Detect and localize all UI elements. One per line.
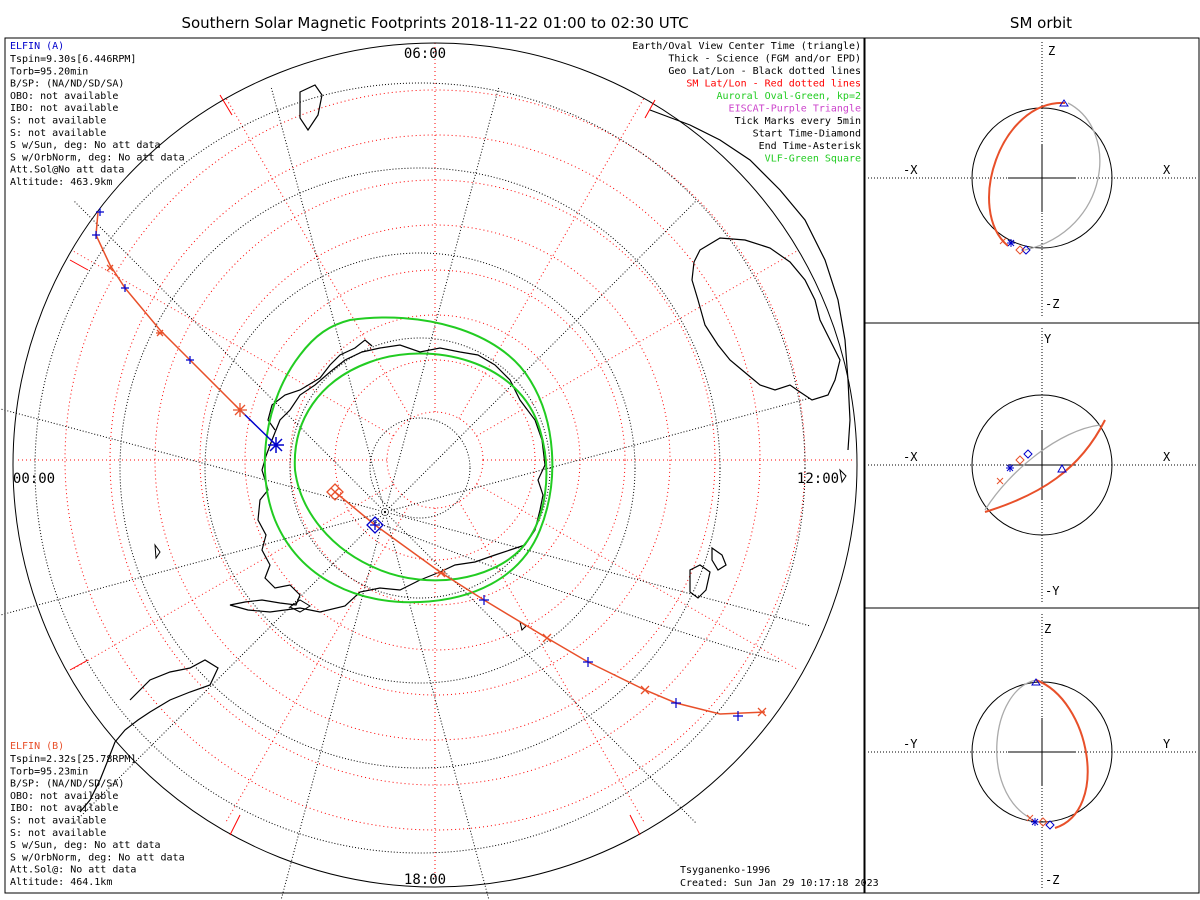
geo-lat-lon-grid (34, 82, 806, 854)
antarctica-coast (229, 344, 546, 613)
elfin-a-info-line: Altitude: 463.9km (10, 177, 112, 188)
panel2-top: Y (1044, 332, 1052, 346)
legend-item: Earth/Oval View Center Time (triangle) (632, 41, 861, 52)
legend-item: Tick Marks every 5min (735, 116, 861, 127)
elfin-a-ticks (92, 208, 743, 721)
elfin-b-info-line: Torb=95.23min (10, 766, 88, 777)
legend: Earth/Oval View Center Time (triangle) Th… (632, 41, 861, 165)
madagascar-coast (299, 84, 323, 132)
elfin-b-info-line: S: not available (10, 816, 106, 827)
hour-label-12: 12:00 (797, 471, 839, 487)
elfin-b-info-line: Tspin=2.32s[25.78RPM] (10, 754, 136, 765)
map-frame (4, 37, 865, 894)
elfin-a-end-asterisk (268, 437, 284, 453)
map-boundary (12, 42, 858, 888)
elfin-b-info-line: B/SP: (NA/ND/SD/SA) (10, 779, 124, 790)
elfin-b-info-line: S w/Sun, deg: No att data (10, 840, 161, 851)
panel1-left: -X (903, 163, 918, 177)
elfin-b-ticks (106, 264, 767, 717)
small-islands (154, 468, 847, 631)
elfin-a-lines: Tspin=9.30s[6.446RPM]Torb=95.20min B/SP: … (10, 54, 185, 188)
elfin-b-lines: Tspin=2.32s[25.78RPM]Torb=95.23min B/SP: … (10, 754, 185, 888)
model-label: Tsyganenko-1996 (680, 865, 770, 876)
legend-item: End Time-Asterisk (759, 141, 861, 152)
orbit-panels: Z -Z -X X Y -Y -X X (868, 42, 1198, 890)
panel3-bottom: -Z (1045, 873, 1059, 887)
elfin-b-info-line: Altitude: 464.1km (10, 877, 112, 888)
orbit-panel-xz: Z -Z -X X (868, 42, 1198, 318)
elfin-a-start-diamond (366, 516, 384, 534)
orbit-panel-yz: Z -Z -Y Y (868, 614, 1198, 890)
new-zealand-coast (689, 546, 727, 599)
elfin-a-info-line: S: not available (10, 128, 106, 139)
legend-item: SM Lat/Lon - Red dotted lines (686, 79, 861, 90)
legend-item: Auroral Oval-Green, kp=2 (717, 91, 862, 102)
elfin-b-info-line: IBO: not available (10, 803, 118, 814)
elfin-a-info-line: Att.Sol@No att data (10, 165, 124, 176)
sm-edge-ticks (69, 94, 656, 836)
elfin-b-track (334, 491, 766, 715)
legend-item: VLF-Green Square (765, 154, 861, 165)
antarctic-peninsula (267, 339, 373, 431)
panel3-left: -Y (903, 737, 918, 751)
elfin-a-info-line: Tspin=9.30s[6.446RPM] (10, 54, 136, 65)
elfin-b-info-line: Att.Sol@: No att data (10, 865, 136, 876)
legend-item: Start Time-Diamond (753, 129, 861, 140)
orbit-panel-xy: Y -Y -X X (868, 328, 1198, 603)
polar-map: 06:00 12:00 18:00 00:00 (0, 40, 858, 900)
elfin-a-info-line: IBO: not available (10, 103, 118, 114)
plot-title: Southern Solar Magnetic Footprints 2018-… (181, 14, 688, 32)
panel1-right: X (1163, 163, 1171, 177)
elfin-b-info-line: OBO: not available (10, 791, 118, 802)
elfin-a-info-line: B/SP: (NA/ND/SD/SA) (10, 79, 124, 90)
legend-item: Thick - Science (FGM and/or EPD) (668, 54, 861, 65)
elfin-a-name: ELFIN (A) (10, 41, 64, 52)
hour-label-06: 06:00 (404, 46, 446, 62)
panel1-bottom: -Z (1045, 297, 1059, 311)
geo-parallel (369, 519, 781, 663)
hour-label-00: 00:00 (13, 471, 55, 487)
elfin-a-info-line: S: not available (10, 116, 106, 127)
elfin-b-info: ELFIN (B) Tspin=2.32s[25.78RPM]Torb=95.2… (10, 741, 185, 888)
auroral-oval-outer (263, 316, 554, 604)
elfin-a-info-line: S w/OrbNorm, deg: No att data (10, 152, 185, 163)
elfin-a-track (95, 211, 241, 411)
elfin-a-info: ELFIN (A) Tspin=9.30s[6.446RPM]Torb=95.2… (10, 41, 185, 188)
legend-item: EISCAT-Purple Triangle (729, 104, 861, 115)
created-label: Created: Sun Jan 29 10:17:18 2023 (680, 878, 879, 889)
hour-label-18: 18:00 (404, 872, 446, 888)
legend-item: Geo Lat/Lon - Black dotted lines (668, 66, 861, 77)
elfin-b-info-line: S: not available (10, 828, 106, 839)
auroral-oval-inner (293, 352, 548, 582)
orbit-frame (864, 37, 1200, 894)
panel1-top: Z (1048, 44, 1055, 58)
panel3-right: Y (1163, 737, 1171, 751)
elfin-a-info-line: S w/Sun, deg: No att data (10, 140, 161, 151)
australia-coast (691, 237, 841, 401)
sm-lat-grid (64, 89, 806, 831)
elfin-b-start-diamond (326, 483, 344, 501)
elfin-a-info-line: OBO: not available (10, 91, 118, 102)
panel2-right: X (1163, 450, 1171, 464)
panel2-bottom: -Y (1045, 584, 1060, 598)
panel3-top: Z (1044, 622, 1051, 636)
elfin-a-info-line: Torb=95.20min (10, 66, 88, 77)
sm-lon-grid (15, 40, 855, 880)
orbit-title: SM orbit (1010, 14, 1072, 32)
geo-meridians (0, 86, 811, 900)
south-america-coast (79, 659, 219, 813)
elfin-b-info-line: S w/OrbNorm, deg: No att data (10, 852, 185, 863)
elfin-b-name: ELFIN (B) (10, 741, 64, 752)
panel2-left: -X (903, 450, 918, 464)
africa-coast (649, 109, 851, 451)
